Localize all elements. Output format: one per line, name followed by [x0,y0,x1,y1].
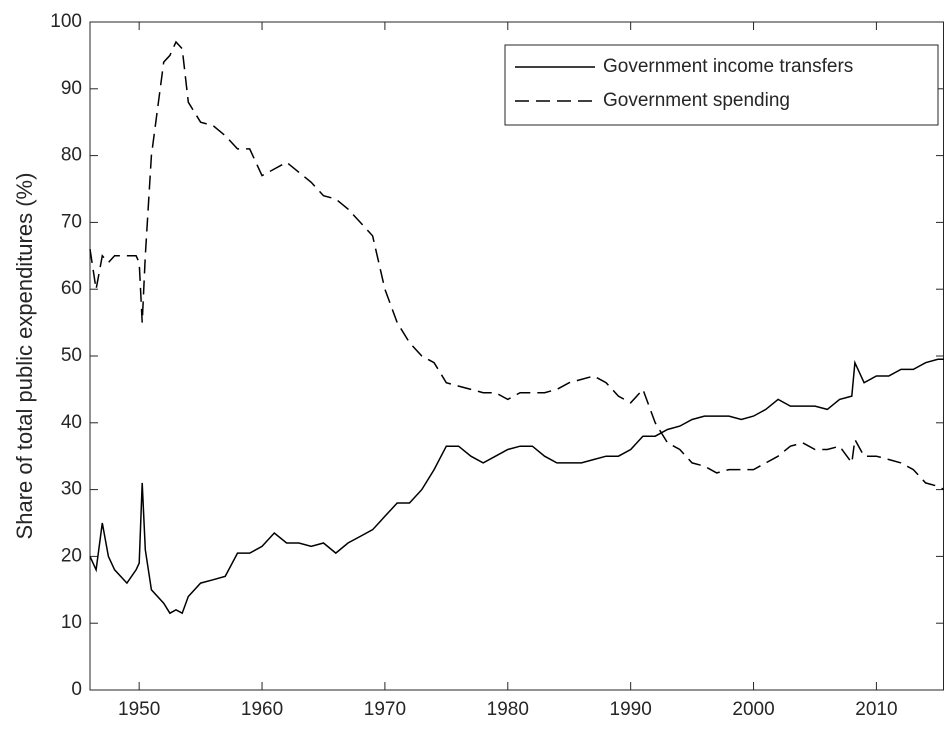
data-line [89,358,944,615]
y-tick-label: 10 [61,612,82,633]
y-tick-label: 40 [61,412,82,433]
legend-label: Government income transfers [603,56,853,77]
y-axis-label: Share of total public expenditures (%) [12,173,37,540]
x-tick-label: 1980 [487,699,529,720]
y-tick-label: 90 [61,78,82,99]
x-tick-label: 2010 [855,699,897,720]
y-tick-label: 20 [61,545,82,566]
y-tick-label: 80 [61,145,82,166]
x-tick-label: 1990 [610,699,652,720]
x-tick-label: 1950 [118,699,160,720]
y-tick-label: 70 [61,211,82,232]
y-tick-label: 50 [61,345,82,366]
y-tick-label: 0 [71,679,82,700]
x-tick-label: 1960 [241,699,283,720]
x-tick-label: 2000 [732,699,774,720]
y-tick-label: 60 [61,278,82,299]
data-line [89,40,944,491]
x-tick-label: 1970 [364,699,406,720]
legend-box [504,44,939,126]
y-tick-label: 30 [61,479,82,500]
y-tick-label: 100 [50,11,82,32]
legend-label: Government spending [603,90,790,111]
